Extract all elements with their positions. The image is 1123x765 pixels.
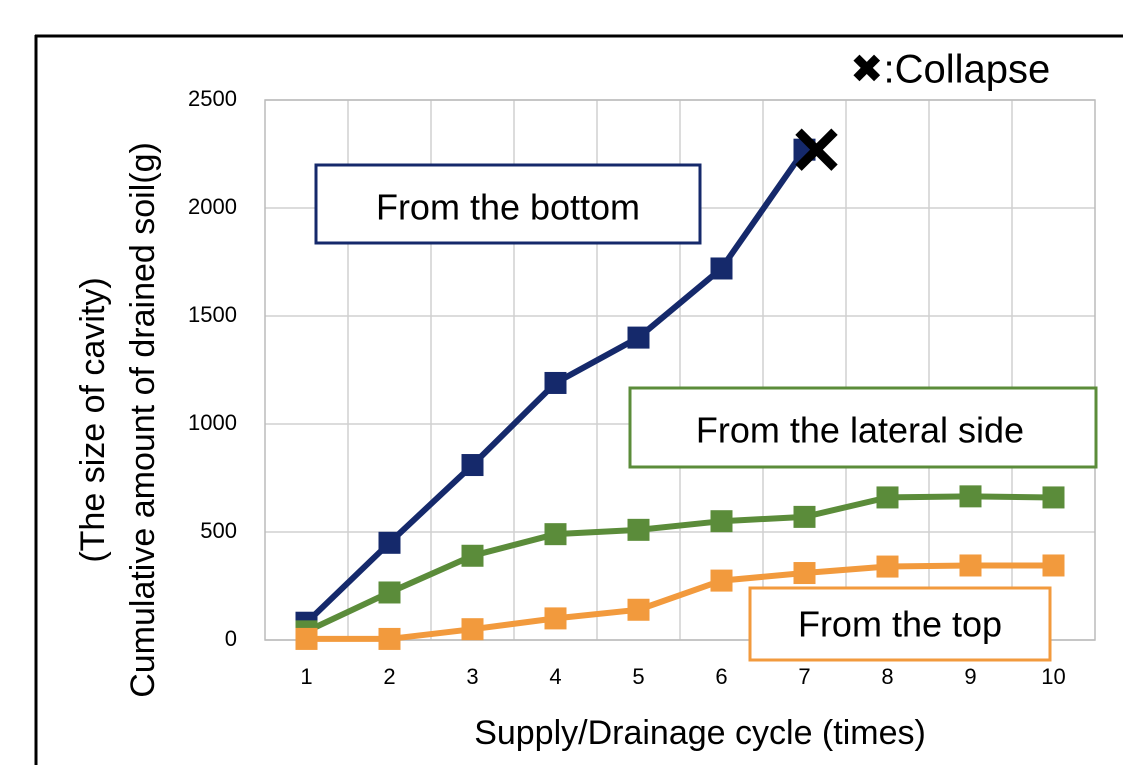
x-tick-label: 7 <box>798 664 810 689</box>
label-box <box>628 386 1098 469</box>
x-tick-label: 9 <box>964 664 976 689</box>
marker <box>959 554 982 577</box>
marker <box>378 531 401 554</box>
marker <box>627 326 650 349</box>
series-label: From the bottom <box>376 187 640 228</box>
series-label: From the lateral side <box>696 410 1024 451</box>
marker <box>627 518 650 541</box>
x-tick-label: 10 <box>1041 664 1065 689</box>
marker <box>959 485 982 508</box>
x-axis-title: Supply/Drainage cycle (times) <box>474 714 926 752</box>
marker <box>1042 554 1065 577</box>
x-tick-label: 6 <box>715 664 727 689</box>
y-tick-label: 2000 <box>188 194 237 219</box>
marker <box>876 486 899 509</box>
x-tick-label: 8 <box>881 664 893 689</box>
y-axis-title: (The size of cavity) <box>74 277 112 562</box>
y-axis-title: Cumulative amount of drained soil(g) <box>124 142 162 698</box>
marker <box>710 569 733 592</box>
marker <box>710 510 733 533</box>
marker <box>544 523 567 546</box>
marker <box>378 627 401 650</box>
marker <box>461 618 484 641</box>
marker <box>378 581 401 604</box>
marker <box>710 257 733 280</box>
collapse-legend: ✖:Collapse <box>850 48 1050 92</box>
series-line <box>306 562 1054 642</box>
marker <box>544 371 567 394</box>
x-tick-label: 1 <box>300 664 312 689</box>
y-tick-label: 500 <box>200 518 237 543</box>
x-tick-label: 2 <box>383 664 395 689</box>
marker <box>544 607 567 630</box>
plot-area <box>264 99 1096 641</box>
collapse-marker <box>795 128 838 171</box>
x-tick-label: 4 <box>549 664 561 689</box>
marker <box>461 454 484 477</box>
marker <box>793 505 816 528</box>
label-box <box>748 586 1052 662</box>
x-tick-label: 3 <box>466 664 478 689</box>
series-line <box>305 493 1054 635</box>
marker <box>876 555 899 578</box>
marker <box>627 598 650 621</box>
y-tick-label: 1500 <box>188 302 237 327</box>
y-tick-label: 0 <box>225 626 237 651</box>
marker <box>461 544 484 567</box>
series-label: From the top <box>798 604 1002 645</box>
marker <box>1042 486 1065 509</box>
x-tick-label: 5 <box>632 664 644 689</box>
marker <box>295 627 318 650</box>
marker <box>793 562 816 585</box>
y-tick-label: 2500 <box>188 86 237 111</box>
label-box <box>314 163 702 245</box>
y-tick-label: 1000 <box>188 410 237 435</box>
